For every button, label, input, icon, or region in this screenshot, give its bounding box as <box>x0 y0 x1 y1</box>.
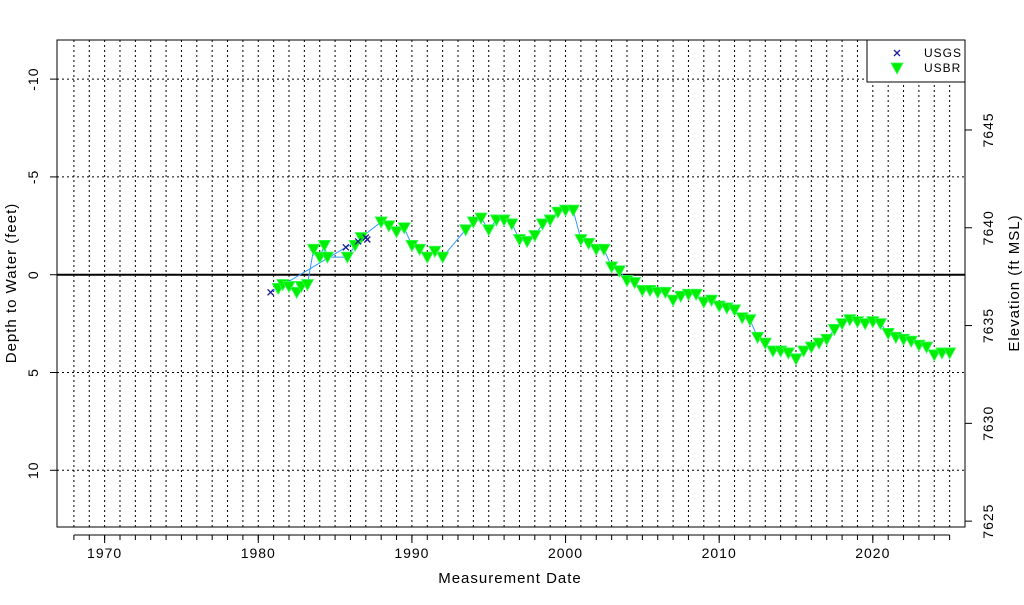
point-triangle <box>812 337 826 350</box>
point-triangle <box>306 243 321 257</box>
point-triangle <box>727 304 742 317</box>
point-triangle <box>474 212 488 225</box>
legend-marker <box>893 49 901 57</box>
point-triangle <box>873 318 888 331</box>
x-tick-label: 2000 <box>548 545 583 561</box>
point-triangle <box>797 345 811 358</box>
point-triangle <box>482 224 496 237</box>
legend-box <box>866 39 966 83</box>
y-tick-label: 5 <box>25 368 41 377</box>
point-triangle <box>340 251 355 264</box>
point-triangle <box>566 204 580 217</box>
x-tick-label: 2010 <box>702 545 737 561</box>
point-triangle <box>420 251 434 264</box>
point-triangle <box>697 296 711 309</box>
point-triangle <box>300 279 315 292</box>
point-triangle <box>789 353 803 366</box>
point-triangle <box>320 251 335 264</box>
legend-label: USGS <box>924 46 962 60</box>
point-triangle <box>520 236 534 249</box>
x-tick-label: 1990 <box>394 545 429 561</box>
y2-axis-label: Elevation (ft MSL) <box>1006 214 1023 351</box>
point-triangle <box>412 243 427 257</box>
point-triangle <box>827 324 842 337</box>
point-triangle <box>551 206 565 219</box>
y2-tick-label: 7645 <box>980 112 996 147</box>
y-tick-label: 0 <box>25 270 41 279</box>
point-triangle <box>927 349 941 362</box>
point-triangle <box>543 214 557 227</box>
point-triangle <box>942 347 957 360</box>
y2-tick-label: 7630 <box>980 406 996 441</box>
point-triangle <box>397 222 411 235</box>
point-triangle <box>466 216 481 229</box>
point-triangle <box>804 341 819 354</box>
point-triangle <box>658 286 673 300</box>
x-axis-label: Measurement Date <box>438 570 582 587</box>
point-triangle <box>435 251 450 264</box>
y2-tick-label: 7625 <box>980 504 996 539</box>
point-triangle <box>612 265 626 278</box>
point-triangle <box>758 337 772 350</box>
point-x <box>267 288 275 296</box>
plot-frame <box>56 39 966 528</box>
point-triangle <box>597 243 611 257</box>
y2-tick-label: 7640 <box>980 210 996 245</box>
point-x <box>363 236 371 243</box>
point-triangle <box>317 239 332 253</box>
point-triangle <box>858 318 872 331</box>
x-tick-label: 1970 <box>87 545 122 561</box>
point-triangle <box>505 218 519 231</box>
point-triangle <box>689 288 703 302</box>
point-triangle <box>459 224 473 237</box>
y-axis-label: Depth to Water (feet) <box>3 203 20 364</box>
y-tick-label: -5 <box>25 170 41 184</box>
y2-tick-label: 7635 <box>980 308 996 343</box>
point-triangle <box>919 341 934 354</box>
point-triangle <box>535 218 550 231</box>
point-triangle <box>743 314 757 327</box>
legend-marker <box>890 62 904 75</box>
point-x <box>354 237 362 245</box>
y-tick-label: 10 <box>25 461 41 479</box>
point-x <box>342 243 350 251</box>
legend-label: USBR <box>924 61 961 75</box>
point-triangle <box>820 333 834 347</box>
point-triangle <box>666 294 680 307</box>
point-triangle <box>674 290 688 304</box>
x-tick-label: 2020 <box>855 545 890 561</box>
x-tick-label: 1980 <box>241 545 276 561</box>
y-tick-label: -10 <box>25 67 41 90</box>
point-triangle <box>528 230 542 243</box>
series-line <box>277 209 950 360</box>
point-triangle <box>628 277 642 290</box>
point-triangle <box>389 226 404 239</box>
point-triangle <box>835 318 849 331</box>
point-triangle <box>348 239 362 253</box>
